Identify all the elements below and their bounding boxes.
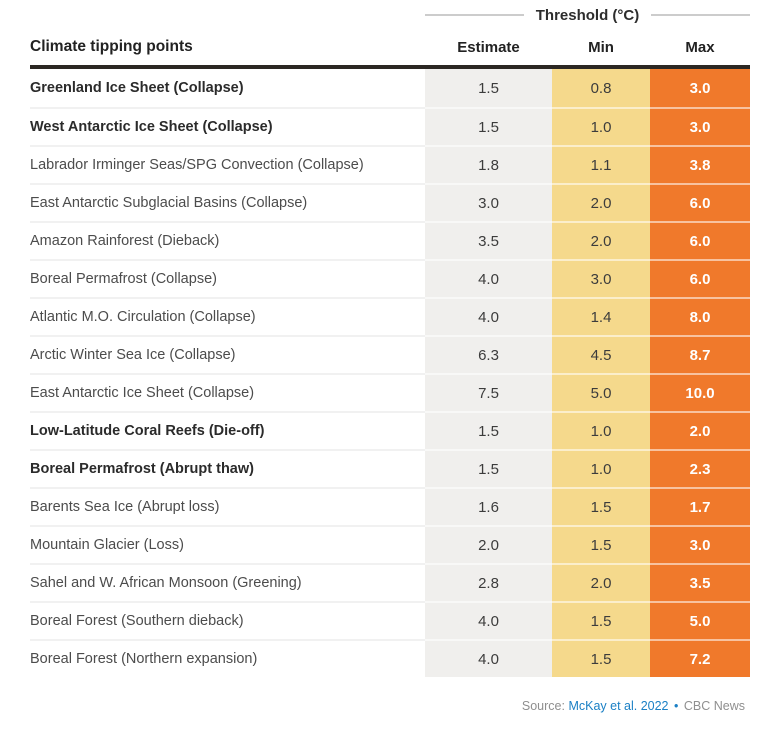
max-cell: 8.0 (650, 297, 750, 335)
min-cell: 4.5 (552, 335, 650, 373)
table-body: Greenland Ice Sheet (Collapse) 1.5 0.8 3.0 W… (30, 69, 750, 677)
min-cell: 1.5 (552, 525, 650, 563)
max-cell: 3.0 (650, 69, 750, 107)
table-row: Low-Latitude Coral Reefs (Die-off) 1.5 1.0… (30, 411, 750, 449)
table-row: Boreal Permafrost (Abrupt thaw) 1.5 1.0 2.3 (30, 449, 750, 487)
row-label: Labrador Irminger Seas/SPG Convection (C… (30, 145, 425, 183)
estimate-cell: 1.5 (425, 449, 552, 487)
climate-tipping-points-table: Threshold (°C) Climate tipping points Es… (30, 0, 750, 713)
max-cell: 3.5 (650, 563, 750, 601)
min-cell: 3.0 (552, 259, 650, 297)
estimate-cell: 3.5 (425, 221, 552, 259)
min-cell: 2.0 (552, 563, 650, 601)
table-header-row: Climate tipping points Estimate Min Max (30, 38, 750, 69)
row-label: Boreal Forest (Southern dieback) (30, 601, 425, 639)
max-cell: 6.0 (650, 221, 750, 259)
table-row: Barents Sea Ice (Abrupt loss) 1.6 1.5 1.7 (30, 487, 750, 525)
table-row: Sahel and W. African Monsoon (Greening) 2… (30, 563, 750, 601)
estimate-cell: 3.0 (425, 183, 552, 221)
min-cell: 2.0 (552, 183, 650, 221)
estimate-cell: 1.6 (425, 487, 552, 525)
max-cell: 3.8 (650, 145, 750, 183)
threshold-super-header: Threshold (°C) (425, 4, 750, 26)
estimate-cell: 6.3 (425, 335, 552, 373)
column-header-tipping-points: Climate tipping points (30, 38, 193, 55)
max-cell: 7.2 (650, 639, 750, 677)
min-cell: 1.0 (552, 449, 650, 487)
column-header-min: Min (588, 39, 614, 56)
row-label: Boreal Permafrost (Collapse) (30, 259, 425, 297)
column-header-estimate: Estimate (457, 39, 520, 56)
min-cell: 1.4 (552, 297, 650, 335)
table-row: Boreal Forest (Northern expansion) 4.0 1.5… (30, 639, 750, 677)
estimate-cell: 1.8 (425, 145, 552, 183)
threshold-title: Threshold (°C) (535, 6, 640, 24)
source-label: Source: (521, 699, 565, 713)
max-cell: 6.0 (650, 259, 750, 297)
row-label: Amazon Rainforest (Dieback) (30, 221, 425, 259)
row-label: East Antarctic Ice Sheet (Collapse) (30, 373, 425, 411)
max-cell: 3.0 (650, 107, 750, 145)
threshold-left-rule (425, 14, 524, 16)
max-cell: 2.3 (650, 449, 750, 487)
max-cell: 8.7 (650, 335, 750, 373)
row-label: Boreal Permafrost (Abrupt thaw) (30, 449, 425, 487)
table-row: Labrador Irminger Seas/SPG Convection (C… (30, 145, 750, 183)
row-label: East Antarctic Subglacial Basins (Collap… (30, 183, 425, 221)
row-label: Boreal Forest (Northern expansion) (30, 639, 425, 677)
estimate-cell: 4.0 (425, 297, 552, 335)
row-label: Greenland Ice Sheet (Collapse) (30, 80, 244, 96)
row-label: Mountain Glacier (Loss) (30, 525, 425, 563)
estimate-cell: 4.0 (425, 639, 552, 677)
row-label: Barents Sea Ice (Abrupt loss) (30, 487, 425, 525)
row-label: West Antarctic Ice Sheet (Collapse) (30, 107, 425, 145)
bullet-separator: • (674, 699, 679, 713)
table-row: Amazon Rainforest (Dieback) 3.5 2.0 6.0 (30, 221, 750, 259)
estimate-cell: 2.8 (425, 563, 552, 601)
max-cell: 5.0 (650, 601, 750, 639)
source-link[interactable]: McKay et al. 2022 (568, 699, 669, 713)
max-cell: 2.0 (650, 411, 750, 449)
min-cell: 1.0 (552, 107, 650, 145)
table-row: Mountain Glacier (Loss) 2.0 1.5 3.0 (30, 525, 750, 563)
max-cell: 3.0 (650, 525, 750, 563)
estimate-cell: 4.0 (425, 259, 552, 297)
min-cell: 1.5 (552, 601, 650, 639)
estimate-cell: 4.0 (425, 601, 552, 639)
row-label: Low-Latitude Coral Reefs (Die-off) (30, 411, 425, 449)
table-row: Greenland Ice Sheet (Collapse) 1.5 0.8 3.0 (30, 69, 750, 107)
min-cell: 0.8 (552, 69, 650, 107)
estimate-cell: 2.0 (425, 525, 552, 563)
credit-text: CBC News (683, 699, 745, 713)
source-line: Source: McKay et al. 2022 • CBC News (30, 699, 750, 713)
row-label: Atlantic M.O. Circulation (Collapse) (30, 297, 425, 335)
min-cell: 1.1 (552, 145, 650, 183)
estimate-cell: 7.5 (425, 373, 552, 411)
estimate-cell: 1.5 (425, 411, 552, 449)
table-row: Boreal Forest (Southern dieback) 4.0 1.5 5.… (30, 601, 750, 639)
max-cell: 1.7 (650, 487, 750, 525)
table-row: Boreal Permafrost (Collapse) 4.0 3.0 6.0 (30, 259, 750, 297)
min-cell: 5.0 (552, 373, 650, 411)
table-row: East Antarctic Subglacial Basins (Collap… (30, 183, 750, 221)
table-row: West Antarctic Ice Sheet (Collapse) 1.5 1.… (30, 107, 750, 145)
max-cell: 6.0 (650, 183, 750, 221)
column-header-max: Max (685, 39, 715, 56)
row-label: Sahel and W. African Monsoon (Greening) (30, 563, 425, 601)
estimate-cell: 1.5 (425, 69, 552, 107)
threshold-right-rule (651, 14, 750, 16)
estimate-cell: 1.5 (425, 107, 552, 145)
table-row: Atlantic M.O. Circulation (Collapse) 4.0 1… (30, 297, 750, 335)
min-cell: 2.0 (552, 221, 650, 259)
table-row: Arctic Winter Sea Ice (Collapse) 6.3 4.5 8.… (30, 335, 750, 373)
table-row: East Antarctic Ice Sheet (Collapse) 7.5 5.… (30, 373, 750, 411)
row-label: Arctic Winter Sea Ice (Collapse) (30, 335, 425, 373)
max-cell: 10.0 (650, 373, 750, 411)
min-cell: 1.0 (552, 411, 650, 449)
min-cell: 1.5 (552, 487, 650, 525)
min-cell: 1.5 (552, 639, 650, 677)
